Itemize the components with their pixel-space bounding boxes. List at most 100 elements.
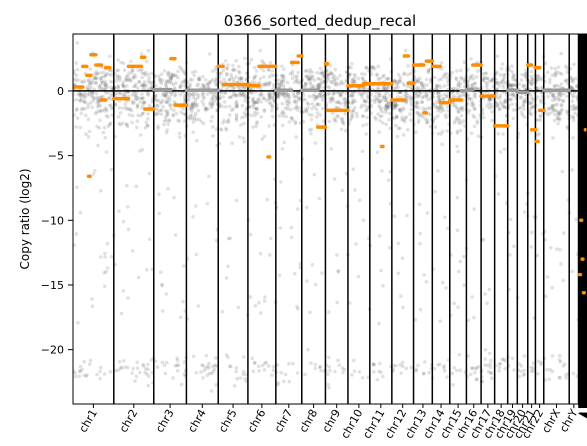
data-point: [484, 71, 489, 75]
data-point: [174, 92, 178, 97]
data-point: [121, 359, 126, 363]
data-point: [201, 84, 206, 89]
data-point: [240, 115, 244, 120]
data-point: [164, 79, 169, 83]
data-point: [135, 125, 139, 130]
data-point: [155, 365, 160, 369]
data-point: [167, 119, 172, 123]
data-point: [500, 357, 505, 362]
data-point: [135, 90, 139, 95]
data-point: [78, 210, 83, 215]
data-point: [434, 84, 439, 88]
data-point: [510, 64, 514, 68]
data-point: [557, 92, 561, 97]
data-point: [538, 76, 542, 80]
data-point: [360, 376, 365, 380]
data-point: [169, 78, 173, 82]
data-point: [487, 101, 491, 106]
data-point: [156, 124, 160, 128]
data-point: [406, 64, 410, 68]
data-point: [257, 300, 261, 305]
data-point: [414, 367, 419, 372]
data-point: [243, 94, 247, 99]
data-point: [176, 363, 181, 368]
data-point: [555, 110, 559, 114]
data-point: [470, 103, 474, 107]
data-point: [211, 369, 215, 374]
data-point: [468, 75, 473, 79]
data-point: [426, 70, 431, 75]
data-point: [101, 87, 105, 91]
data-point: [289, 225, 294, 230]
data-point: [421, 371, 426, 376]
data-point: [90, 105, 94, 109]
data-point: [335, 300, 340, 305]
data-point: [468, 76, 473, 80]
data-point: [404, 101, 409, 105]
data-point: [385, 105, 390, 109]
data-point: [365, 99, 369, 104]
data-point: [326, 372, 330, 376]
data-point: [391, 364, 396, 368]
data-point: [141, 362, 145, 367]
data-point: [502, 101, 507, 105]
data-point: [385, 87, 390, 91]
data-point: [524, 68, 528, 73]
data-point: [238, 87, 243, 91]
data-point: [310, 263, 315, 267]
data-point: [116, 58, 120, 62]
data-point: [349, 66, 353, 70]
data-point: [501, 77, 505, 82]
data-point: [574, 84, 579, 89]
data-point: [287, 379, 292, 384]
data-point: [83, 91, 87, 95]
data-point: [377, 369, 381, 374]
data-point: [200, 99, 205, 104]
data-point: [239, 76, 244, 80]
data-point: [358, 92, 363, 96]
data-point: [290, 118, 295, 122]
data-point: [292, 271, 297, 276]
data-point: [416, 94, 421, 99]
data-point: [307, 94, 312, 99]
data-point: [472, 207, 477, 211]
data-point: [369, 72, 374, 77]
data-point: [87, 92, 92, 97]
data-point: [317, 365, 322, 370]
data-point: [341, 81, 345, 86]
data-point: [282, 140, 287, 145]
data-point: [277, 82, 281, 86]
data-point: [104, 150, 109, 154]
data-point: [373, 115, 377, 120]
data-point: [301, 93, 306, 97]
data-point: [510, 69, 514, 74]
data-point: [144, 83, 149, 88]
data-point: [570, 168, 575, 172]
data-point: [96, 103, 101, 107]
data-point: [508, 217, 513, 222]
data-point: [234, 114, 239, 119]
data-point: [228, 364, 233, 369]
data-point: [142, 100, 146, 105]
data-point: [456, 80, 461, 84]
data-point: [143, 370, 147, 375]
data-point: [210, 103, 214, 108]
data-point: [127, 113, 132, 117]
data-point: [234, 104, 238, 108]
data-point: [270, 103, 275, 108]
data-point: [485, 104, 489, 108]
data-point: [234, 99, 239, 104]
data-point: [262, 299, 267, 303]
data-point: [535, 86, 539, 91]
data-point: [332, 77, 337, 82]
data-point: [549, 66, 554, 70]
data-point: [74, 108, 79, 112]
data-point: [510, 92, 514, 96]
data-point: [385, 104, 390, 109]
data-point: [404, 94, 409, 98]
data-point: [73, 369, 76, 373]
data-point: [252, 75, 256, 80]
data-point: [384, 77, 389, 81]
data-point: [433, 105, 438, 110]
data-point: [394, 123, 398, 128]
